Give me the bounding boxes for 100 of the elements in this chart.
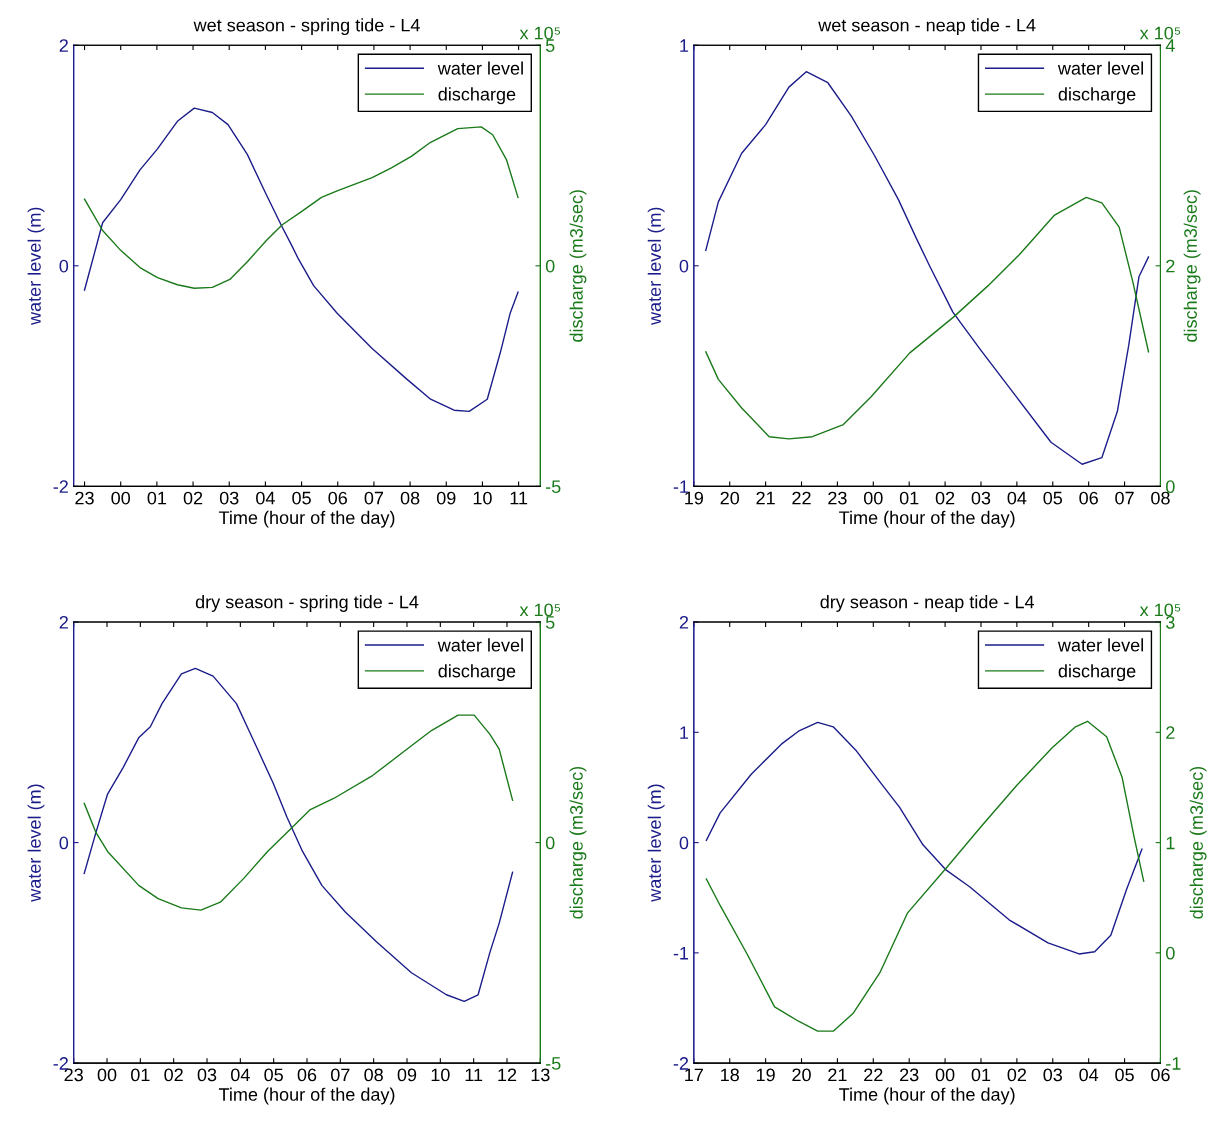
y-tick-label: 1: [680, 726, 689, 739]
x-tick-label: 19: [756, 1068, 775, 1082]
x-tick-label: 02: [183, 491, 203, 505]
x-tick-label: 05: [1043, 491, 1063, 505]
x-tick-label: 03: [971, 491, 991, 505]
x-tick-label: 20: [792, 1068, 811, 1082]
y2-tick-label: 0: [545, 259, 555, 273]
x-tick-label: 08: [364, 1068, 383, 1082]
line-series: [705, 720, 1145, 1032]
x-axis-title: Time (hour of the day): [839, 1087, 1015, 1105]
x-axis-title: Time (hour of the day): [218, 510, 395, 528]
y2-tick-label: 2: [1166, 726, 1175, 739]
x-tick-label: 03: [1043, 1068, 1063, 1082]
text: x 10⁵: [1139, 26, 1181, 40]
x-tick-label: 01: [899, 491, 919, 505]
x-tick-label: 10: [473, 491, 492, 505]
x-tick-label: 23: [75, 491, 94, 505]
x-tick-label: 06: [297, 1068, 317, 1082]
x-tick-label: 02: [935, 491, 955, 505]
legend-label: water level: [437, 61, 523, 75]
x-tick-label: 00: [97, 1068, 117, 1082]
legend-label: discharge: [438, 87, 516, 105]
x-tick-label: 08: [1151, 491, 1170, 505]
x-tick-label: 02: [1007, 1068, 1027, 1082]
legend-label: water level: [1057, 638, 1144, 652]
line-series: [83, 126, 519, 289]
x-tick-label: 05: [264, 1068, 283, 1082]
x-tick-label: 07: [331, 1068, 350, 1082]
y-tick-label: 0: [679, 259, 689, 273]
y2-tick-label: 5: [545, 616, 555, 629]
chart-title: wet season - neap tide - L4: [818, 18, 1036, 36]
y2-tick-label: -5: [545, 480, 561, 494]
x-tick-label: 11: [465, 1068, 483, 1082]
text: x 10⁵: [519, 603, 561, 617]
x-tick-label: 07: [364, 491, 384, 505]
x-tick-label: 04: [1079, 1068, 1099, 1082]
legend-label: discharge: [1058, 87, 1136, 105]
chart-title: dry season - spring tide - L4: [195, 595, 419, 612]
chart-title: wet season - spring tide - L4: [193, 18, 420, 36]
y2-tick-label: 1: [1166, 836, 1175, 850]
text: x 10⁵: [1139, 603, 1181, 617]
x-tick-label: 10: [431, 1068, 450, 1082]
legend-label: water level: [1057, 61, 1144, 75]
x-tick-label: 22: [792, 491, 811, 505]
x-tick-label: 13: [531, 1068, 550, 1082]
y-axis-title: water level (m): [647, 207, 665, 325]
y2-tick-label: 0: [545, 836, 555, 850]
x-tick-label: 09: [436, 491, 456, 505]
y-axis-title: water level (m): [647, 784, 665, 902]
y2-tick-label: 5: [545, 39, 555, 52]
y2-axis-title: discharge (m3/sec): [569, 190, 587, 342]
x-tick-label: 23: [64, 1068, 83, 1082]
x-tick-label: 21: [828, 1068, 847, 1082]
y-tick-label: -1: [673, 480, 689, 493]
line-series: [83, 107, 519, 413]
y2-tick-label: 3: [1166, 615, 1175, 629]
x-tick-label: 07: [1115, 491, 1134, 505]
y-axis-title: water level (m): [27, 207, 45, 325]
x-tick-label: 21: [756, 491, 775, 505]
x-tick-label: 00: [935, 1068, 955, 1082]
y2-tick-label: 2: [1166, 259, 1175, 273]
x-tick-label: 18: [721, 1068, 739, 1082]
y2-tick-label: -5: [545, 1057, 561, 1070]
x-tick-label: 22: [864, 1068, 883, 1082]
line-series: [705, 721, 1143, 955]
x-tick-label: 04: [256, 491, 275, 505]
y-tick-label: 1: [680, 39, 689, 52]
y-tick-label: -2: [53, 1057, 68, 1070]
text: x 10⁵: [519, 26, 561, 40]
x-tick-label: 08: [400, 491, 420, 505]
y-tick-label: -1: [673, 946, 689, 960]
x-tick-label: 12: [498, 1068, 517, 1082]
legend-label: water level: [437, 638, 523, 652]
x-tick-label: 17: [685, 1068, 703, 1082]
y-tick-label: 2: [679, 615, 689, 629]
x-tick-label: 19: [685, 491, 704, 505]
x-tick-label: 23: [900, 1068, 919, 1082]
y-tick-label: 0: [59, 259, 69, 273]
y-tick-label: 2: [59, 615, 68, 629]
y-tick-label: -2: [673, 1057, 689, 1070]
x-axis-title: Time (hour of the day): [839, 510, 1015, 528]
legend-label: discharge: [438, 664, 516, 681]
x-tick-label: 03: [219, 491, 239, 505]
x-tick-label: 02: [164, 1068, 183, 1082]
x-tick-label: 04: [231, 1068, 250, 1082]
x-tick-label: 01: [147, 491, 167, 505]
line-series: [705, 196, 1150, 440]
y2-tick-label: -1: [1166, 1057, 1181, 1070]
y-tick-label: -2: [53, 480, 68, 493]
x-tick-label: 00: [111, 491, 131, 505]
y-axis-title: water level (m): [27, 784, 45, 902]
x-tick-label: 01: [971, 1068, 991, 1082]
y-tick-label: 2: [59, 39, 68, 52]
y2-axis-title: discharge (m3/sec): [1189, 766, 1207, 919]
y2-axis-title: discharge (m3/sec): [1183, 190, 1201, 342]
y2-axis-title: discharge (m3/sec): [569, 766, 587, 919]
x-tick-label: 23: [828, 491, 847, 505]
x-tick-label: 04: [1007, 491, 1027, 505]
line-series: [83, 714, 514, 911]
y-tick-label: 0: [59, 836, 69, 850]
